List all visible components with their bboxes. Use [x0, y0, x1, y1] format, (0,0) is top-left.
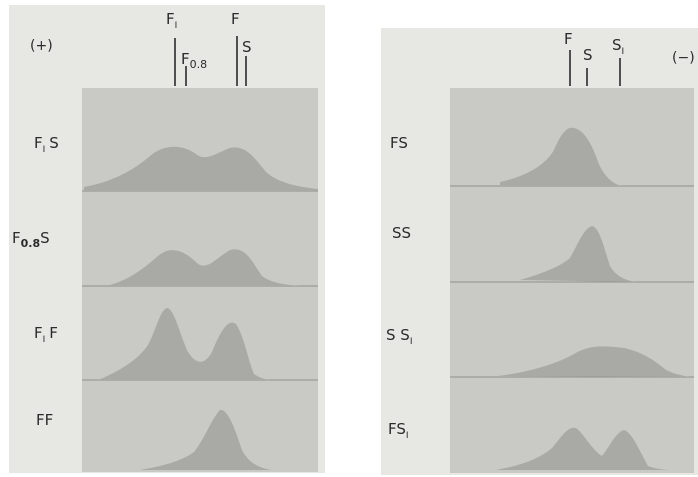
- trace-fs: [500, 127, 622, 186]
- marker-label-f: F: [231, 10, 240, 28]
- left-panel: (+) FI F0.8 F S FI S F0.8S FI F: [9, 5, 325, 473]
- row-label-ss: SS: [392, 224, 411, 242]
- row-label-fs: FS: [390, 134, 408, 152]
- row-label-f1s: FI S: [34, 134, 59, 155]
- left-polarity-sign: (+): [30, 38, 53, 54]
- trace-ss1: [498, 346, 690, 377]
- right-panel: (−) F S SI FS SS S SI FSI: [381, 28, 698, 475]
- marker-label-s1: SI: [612, 36, 624, 57]
- row-label-ss1: S SI: [386, 326, 412, 347]
- trace-ss: [520, 226, 636, 282]
- marker-label-f: F: [564, 30, 573, 48]
- marker-label-s: S: [242, 38, 252, 56]
- marker-label-s: S: [583, 46, 593, 64]
- right-polarity-sign: (−): [672, 50, 695, 66]
- row-label-fs1: FSI: [388, 420, 409, 441]
- trace-f1f: [98, 308, 270, 380]
- marker-label-f1: FI: [166, 10, 177, 31]
- trace-ff: [140, 409, 272, 470]
- marker-label-f08: F0.8: [181, 50, 207, 71]
- trace-f08s: [110, 249, 300, 286]
- row-label-f1f: FI F: [34, 324, 58, 345]
- row-label-f08s: F0.8S: [12, 229, 50, 250]
- trace-f1s: [84, 146, 318, 191]
- row-label-ff: FF: [36, 411, 53, 429]
- trace-fs1: [496, 427, 672, 470]
